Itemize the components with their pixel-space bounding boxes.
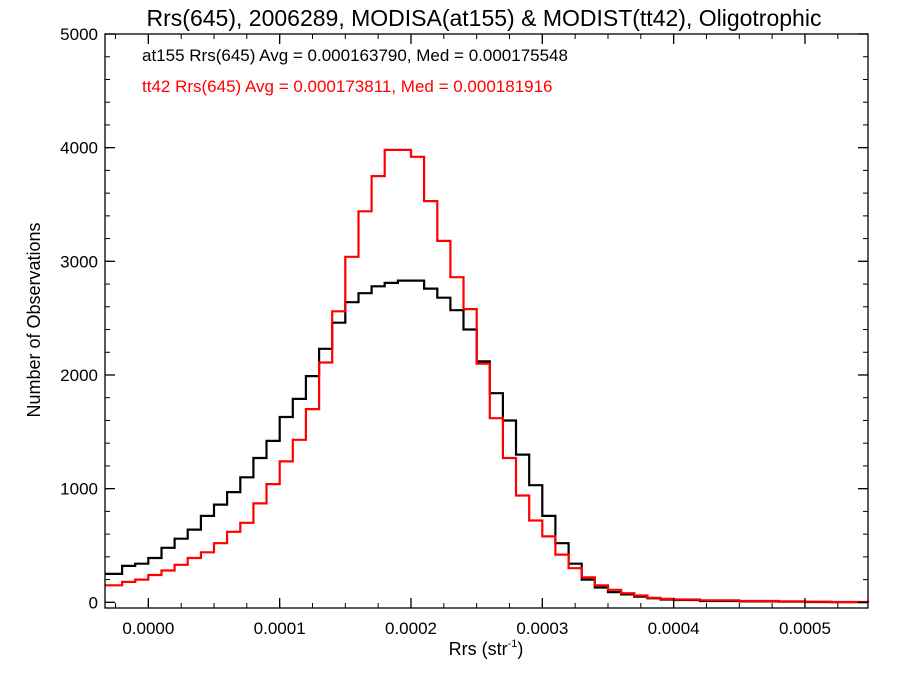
legend-series-tt42: tt42 Rrs(645) Avg = 0.000173811, Med = 0… (142, 77, 553, 96)
plot-area (105, 150, 868, 602)
y-tick-label: 3000 (60, 252, 98, 271)
y-axis-label: Number of Observations (24, 222, 44, 417)
x-tick-label: 0.0004 (648, 619, 700, 638)
y-tick-label: 5000 (60, 25, 98, 44)
y-tick-label: 1000 (60, 480, 98, 499)
y-tick-label: 0 (89, 593, 98, 612)
series-line-at155 (105, 281, 868, 603)
plot-frame (105, 34, 868, 608)
series-at155 (105, 281, 868, 603)
x-axis-label: Rrs (str-1) (449, 638, 524, 659)
y-tick-label: 4000 (60, 139, 98, 158)
x-tick-label: 0.0002 (385, 619, 437, 638)
x-tick-label: 0.0000 (122, 619, 174, 638)
x-axis-label-sup: -1 (508, 638, 518, 650)
x-tick-label: 0.0003 (516, 619, 568, 638)
x-tick-label: 0.0005 (779, 619, 831, 638)
series-tt42 (105, 150, 868, 602)
chart-title: Rrs(645), 2006289, MODISA(at155) & MODIS… (147, 5, 822, 31)
legend-series-at155: at155 Rrs(645) Avg = 0.000163790, Med = … (142, 46, 568, 65)
x-axis-label-close: ) (517, 639, 523, 659)
x-axis-label-main: Rrs (str (449, 639, 508, 659)
y-tick-label: 2000 (60, 366, 98, 385)
x-tick-label: 0.0001 (254, 619, 306, 638)
series-line-tt42 (105, 150, 868, 602)
